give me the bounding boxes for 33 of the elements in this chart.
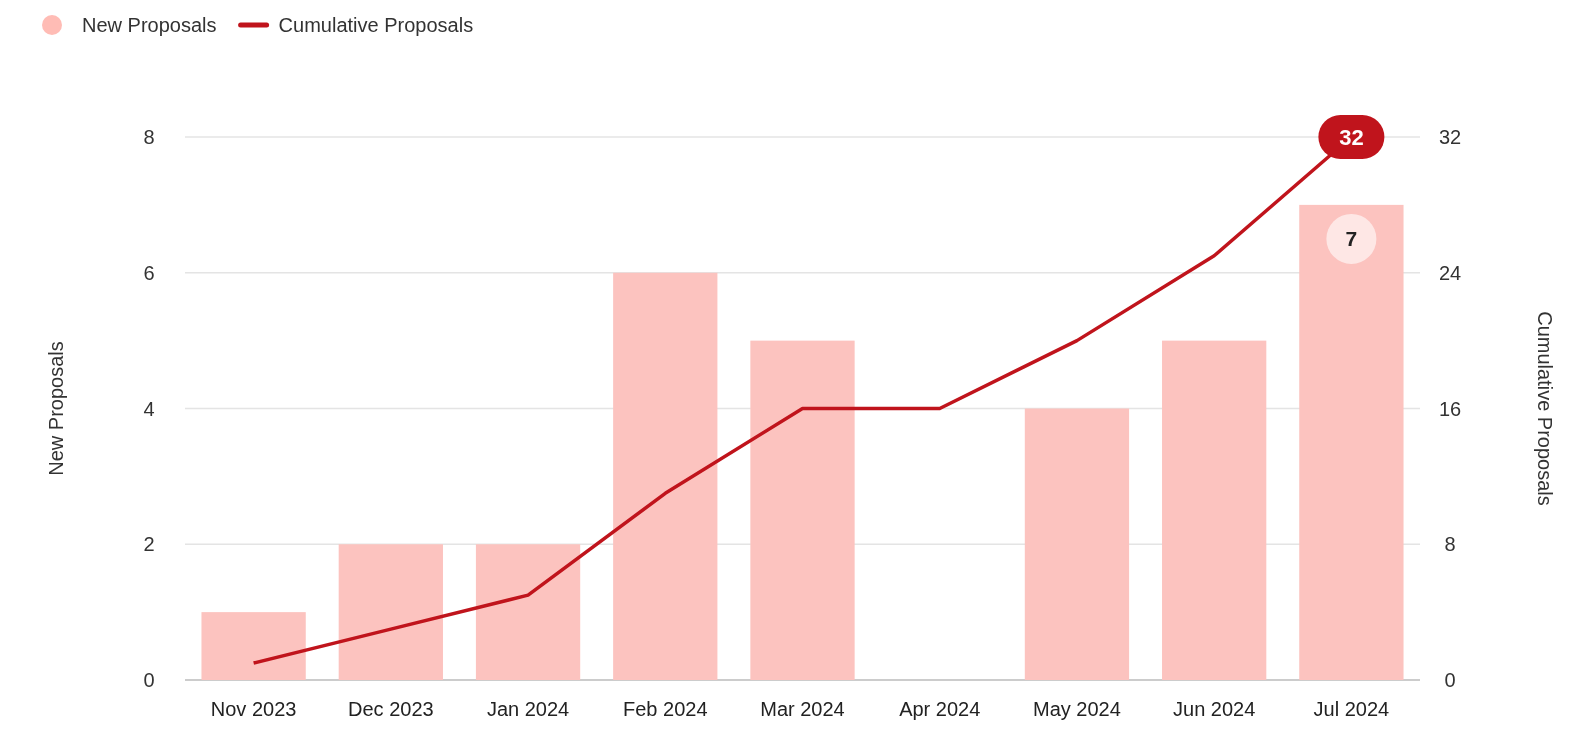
x-tick-label: Feb 2024: [623, 698, 708, 720]
bar: [338, 544, 443, 680]
y-tick-label: 2: [143, 533, 155, 556]
y2-tick-label: 32: [1438, 126, 1462, 148]
bar: [1024, 408, 1130, 680]
x-tick-label: Jun 2024: [1173, 698, 1256, 720]
data-label: 32: [1339, 124, 1364, 150]
x-tick-label: May 2024: [1033, 698, 1121, 720]
bar: [475, 544, 581, 680]
x-tick-label: Dec 2023: [348, 698, 434, 720]
legend-label: New Proposals: [82, 14, 217, 36]
y-tick-label: 0: [143, 669, 155, 691]
y2-tick-label: 16: [1438, 397, 1462, 420]
bar: [613, 272, 718, 680]
y2-tick-label: 8: [1444, 533, 1456, 556]
y-axis-title: New Proposals: [45, 341, 67, 476]
y2-tick-label: 24: [1438, 261, 1462, 284]
bar: [750, 340, 855, 680]
data-label: 7: [1345, 227, 1358, 251]
x-tick-label: Apr 2024: [899, 698, 981, 720]
y2-tick-label: 0: [1444, 669, 1456, 691]
x-tick-label: Jan 2024: [486, 698, 570, 720]
y2-axis-title: Cumulative Proposals: [1534, 311, 1556, 506]
x-tick-label: Jul 2024: [1313, 698, 1390, 720]
legend-label: Cumulative Proposals: [278, 14, 474, 36]
x-tick-label: Nov 2023: [210, 698, 297, 720]
y-tick-label: 6: [143, 261, 155, 284]
y-tick-label: 8: [143, 126, 155, 148]
bar: [1162, 340, 1267, 680]
bar: [1299, 204, 1404, 680]
y-tick-label: 4: [143, 397, 155, 420]
x-tick-label: Mar 2024: [760, 698, 845, 720]
bar: [201, 612, 306, 680]
